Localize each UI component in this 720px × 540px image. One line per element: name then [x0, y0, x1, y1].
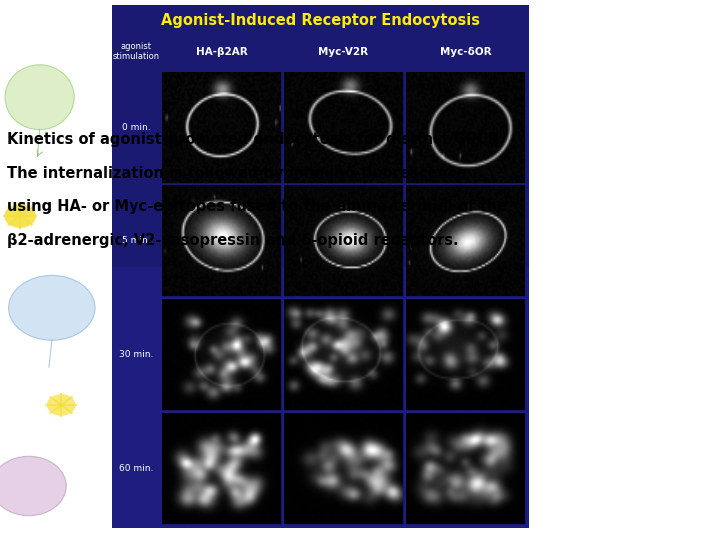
- Text: β2-adrenergic, V2-vasopressin and δ-opioid receptors.: β2-adrenergic, V2-vasopressin and δ-opio…: [7, 233, 459, 248]
- Bar: [406, 413, 524, 524]
- Bar: [163, 185, 281, 296]
- Text: 0 min.: 0 min.: [122, 123, 150, 132]
- Bar: [284, 299, 402, 410]
- Text: 30 min.: 30 min.: [119, 350, 153, 359]
- Text: HA-β2AR: HA-β2AR: [196, 47, 248, 57]
- Bar: [284, 413, 402, 524]
- Text: Myc-δOR: Myc-δOR: [439, 47, 491, 57]
- Text: Kinetics of agonist-promoted endocytosis for distinct GPCR.: Kinetics of agonist-promoted endocytosis…: [7, 132, 505, 147]
- Bar: [112, 5, 529, 528]
- Text: The internalization is followed by immuno-fluorescence: The internalization is followed by immun…: [7, 166, 467, 181]
- Text: 5 min.: 5 min.: [122, 236, 150, 245]
- Circle shape: [4, 204, 36, 228]
- Text: Myc-V2R: Myc-V2R: [318, 47, 369, 57]
- Text: Agonist-Induced Receptor Endocytosis: Agonist-Induced Receptor Endocytosis: [161, 13, 480, 28]
- Bar: [163, 413, 281, 524]
- Ellipse shape: [9, 275, 95, 340]
- Ellipse shape: [5, 65, 74, 130]
- Circle shape: [47, 394, 76, 416]
- Bar: [284, 71, 402, 183]
- Bar: [406, 185, 524, 296]
- Text: agonist
stimulation: agonist stimulation: [112, 42, 160, 62]
- Bar: [406, 299, 524, 410]
- Bar: [406, 71, 524, 183]
- Ellipse shape: [0, 456, 66, 516]
- Text: using HA- or Myc-epitopes fused to the amino-termini of the: using HA- or Myc-epitopes fused to the a…: [7, 199, 508, 214]
- Bar: [112, 5, 529, 267]
- Bar: [163, 299, 281, 410]
- Bar: [284, 185, 402, 296]
- Bar: [163, 71, 281, 183]
- Text: 60 min.: 60 min.: [119, 463, 153, 472]
